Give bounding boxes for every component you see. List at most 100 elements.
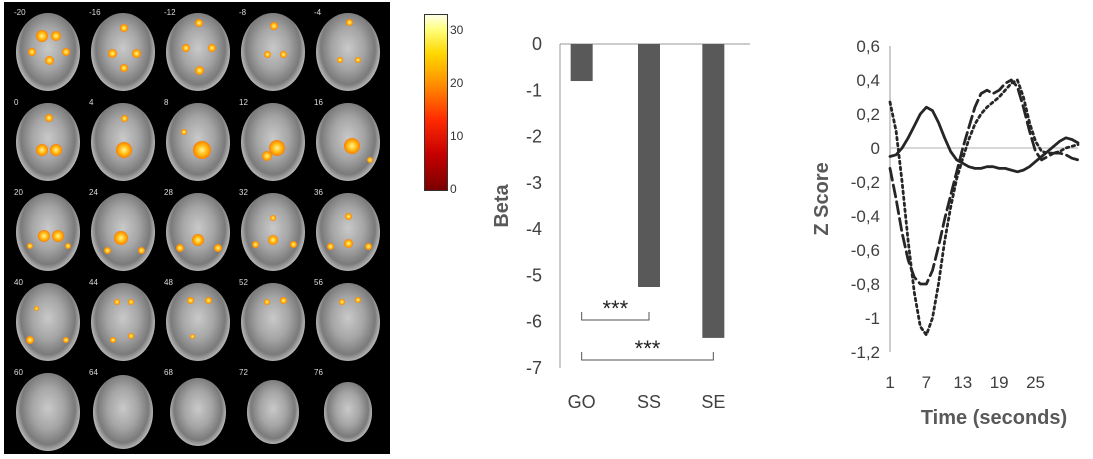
slice-coordinate-label: 56 [314, 278, 323, 287]
colorbar-tick-label: 10 [450, 128, 464, 143]
line-y-tick-label: 0,2 [856, 105, 880, 124]
slice-coordinate-label: 40 [14, 278, 23, 287]
slice-coordinate-label: 68 [164, 368, 173, 377]
brain-slice: 48 [162, 278, 234, 362]
bar-go [570, 44, 593, 82]
brain-slice: 28 [162, 188, 234, 272]
brain-slice-image [323, 382, 373, 442]
bar-se [702, 44, 725, 338]
activation-blob [192, 234, 204, 246]
activation-blob [65, 243, 71, 249]
line-y-tick-label: 0,6 [856, 37, 880, 56]
slice-coordinate-label: 76 [314, 368, 323, 377]
activation-blob [137, 246, 145, 254]
activation-blob [345, 18, 353, 26]
activation-blob [114, 231, 128, 245]
bar-y-tick-label: -6 [526, 312, 542, 332]
brain-slice-image [16, 373, 80, 451]
colorbar-gradient [424, 14, 448, 191]
brain-slice: -16 [87, 8, 159, 92]
brain-slice: 16 [312, 98, 384, 182]
brain-slice-image [241, 283, 305, 361]
activation-blob [181, 129, 187, 135]
bar-y-tick-label: 0 [532, 34, 542, 54]
bar-y-tick-label: -5 [526, 265, 542, 285]
activation-blob [36, 144, 48, 156]
bar-category-label: SS [637, 392, 661, 412]
activation-blob [279, 296, 287, 304]
slice-coordinate-label: 24 [89, 188, 98, 197]
slice-coordinate-label: 20 [14, 188, 23, 197]
slice-coordinate-label: -16 [89, 8, 101, 17]
activation-blob [193, 141, 211, 159]
significance-stars: *** [602, 296, 628, 321]
slice-coordinate-label: 36 [314, 188, 323, 197]
brain-slice-image [169, 377, 227, 447]
activation-blob [120, 64, 128, 72]
brain-slices-panel: -20 -16 -12 -8 -4 0 4 8 12 16 20 24 28 32 36 40 44 48 52 56… [4, 2, 390, 454]
activation-blob [128, 299, 134, 305]
brain-slice-image [91, 283, 155, 361]
activation-blob [52, 230, 64, 242]
line-x-tick-label: 7 [922, 373, 931, 392]
brain-slice: 44 [87, 278, 159, 362]
brain-slice: 0 [12, 98, 84, 182]
slice-coordinate-label: -4 [314, 8, 322, 17]
slice-coordinate-label: 28 [164, 188, 173, 197]
activation-blob [26, 336, 34, 344]
line-y-axis-title: Z Score [811, 162, 833, 235]
bar-category-label: GO [568, 392, 596, 412]
line-x-tick-label: 13 [953, 373, 972, 392]
brain-slice: 40 [12, 278, 84, 362]
activation-blob [128, 333, 134, 339]
activation-blob [116, 142, 132, 158]
activation-blob [268, 235, 278, 245]
brain-slice: -8 [237, 8, 309, 92]
brain-slice: 68 [162, 368, 234, 452]
colorbar-tick-label: 0 [450, 182, 457, 196]
brain-slice-image [316, 193, 380, 271]
activation-blob [107, 48, 117, 58]
beta-bar-chart: 0 -1 -2 -3 -4 -5 -6 -7 Beta GO SS SE *** *** [491, 34, 750, 412]
bar-y-tick-label: -4 [526, 219, 542, 239]
brain-slice-image [246, 380, 300, 444]
brain-slice: 56 [312, 278, 384, 362]
brain-slice: 72 [237, 368, 309, 452]
brain-slice-image [16, 283, 80, 361]
significance-bracket [581, 312, 650, 321]
line-y-tick-label: -0,2 [851, 173, 880, 192]
series-solid-line [888, 105, 1080, 174]
activation-blob [263, 50, 271, 58]
activation-blob [33, 305, 39, 311]
line-y-tick-label: -0,4 [851, 207, 880, 226]
colorbar-tick-label: 30 [450, 22, 464, 37]
activation-blob [344, 212, 352, 220]
activation-blob [114, 299, 120, 305]
brain-slice: 24 [87, 188, 159, 272]
brain-slice: 60 [12, 368, 84, 452]
brain-slice: 8 [162, 98, 234, 182]
significance-stars: *** [635, 336, 661, 361]
activation-blob [131, 48, 141, 58]
bar-ss [638, 44, 660, 287]
slice-coordinate-label: 44 [89, 278, 98, 287]
activation-blob [62, 48, 70, 56]
brain-slice: -20 [12, 8, 84, 92]
brain-slice: -12 [162, 8, 234, 92]
activation-blob [44, 55, 54, 65]
activation-blob [110, 337, 116, 343]
activation-blob [355, 297, 361, 303]
brain-slice: 52 [237, 278, 309, 362]
activation-blob [103, 246, 111, 254]
line-y-tick-label: -1,2 [851, 343, 880, 362]
colorbar: 30 20 10 0 [398, 2, 463, 202]
activation-blob [182, 44, 190, 52]
bar-category-label: SE [701, 392, 725, 412]
colorbar-tick-label: 20 [450, 75, 464, 90]
brain-slice-image [16, 13, 80, 91]
activation-blob [355, 57, 361, 63]
activation-blob [367, 157, 373, 163]
activation-blob [214, 244, 222, 252]
activation-blob [264, 299, 270, 305]
activation-blob [289, 240, 297, 248]
